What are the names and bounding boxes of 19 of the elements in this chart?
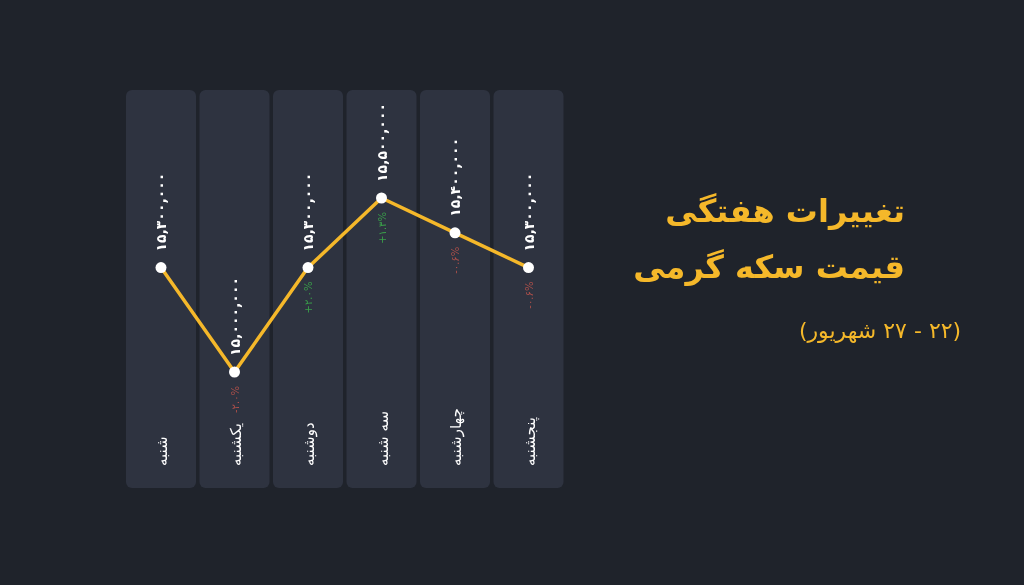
data-label: ۱۵,۵۰۰,۰۰۰	[373, 103, 390, 182]
annotation: -۰.۶%	[523, 281, 535, 309]
x-tick-label: دوشنبه	[300, 422, 318, 466]
data-label: ۱۵,۳۰۰,۰۰۰	[153, 172, 169, 252]
annotation: -۰.۶%	[450, 246, 461, 274]
x-tick-label: سه شنبه	[373, 410, 392, 466]
x-tick-label: شنبه	[153, 436, 171, 466]
data-label: ۱۵,۳۰۰,۰۰۰	[300, 172, 316, 252]
data-label: ۱۵,۴۰۰,۰۰۰	[447, 137, 463, 217]
annotation: +۱.۳%	[376, 212, 388, 244]
x-tick-label: چهارشنبه	[447, 408, 465, 466]
x-tick-label: یکشنبه	[226, 423, 245, 466]
x-tick-label: پنجشنبه	[520, 417, 540, 466]
text: (۲۲ - ۲۷ شهریور)	[798, 318, 962, 343]
data-label: ۱۵,۳۰۰,۰۰۰	[520, 172, 537, 252]
annotation: -۲.۰%	[229, 386, 241, 414]
data-label: ۱۵,۰۰۰,۰۰۰	[226, 277, 243, 356]
annotation: +۲.۰%	[303, 281, 314, 314]
text: تغییرات هفتگی قیمت سکه گرمی	[633, 192, 905, 286]
